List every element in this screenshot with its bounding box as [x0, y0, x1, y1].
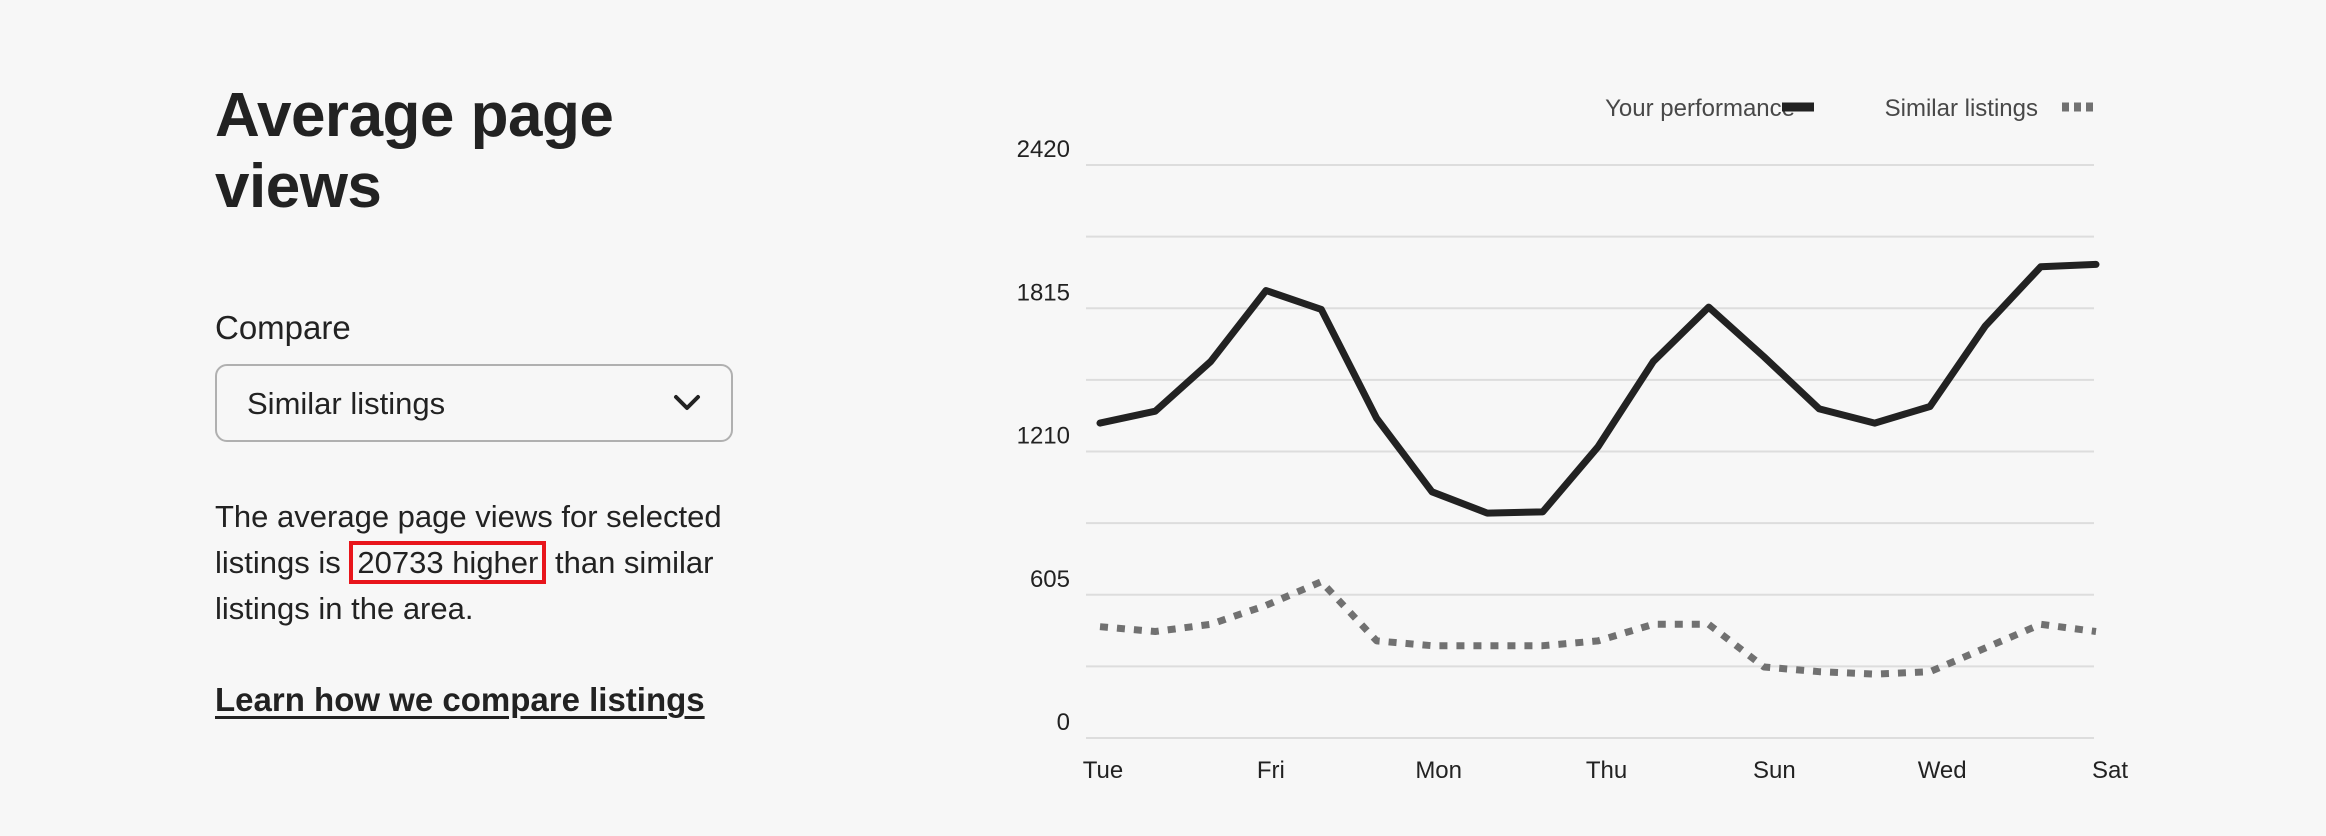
summary-highlight: 20733 higher	[349, 541, 547, 584]
x-tick-label: Thu	[1586, 757, 1627, 784]
summary-text: The average page views for selected list…	[215, 494, 735, 632]
series-line-your-performance	[1096, 260, 2100, 517]
legend-label: Similar listings	[1885, 95, 2038, 122]
x-tick-label: Fri	[1257, 757, 1285, 784]
chart-legend: Your performance Similar listings	[1605, 95, 2094, 122]
page-title: Average page views	[215, 81, 614, 221]
chevron-down-icon	[674, 395, 700, 410]
x-tick-label: Wed	[1918, 757, 1967, 784]
summary-after: than similar listings in the area.	[215, 545, 714, 626]
learn-compare-link[interactable]: Learn how we compare listings	[215, 681, 705, 718]
y-tick-label: 0	[1057, 709, 1070, 736]
x-tick-label: Tue	[1083, 757, 1123, 784]
y-tick-label: 1210	[1017, 423, 1070, 450]
x-axis-ticks: Tue Fri Mon Thu Sun Wed Sat	[1083, 757, 2129, 784]
summary-before: The average page views for selected list…	[215, 499, 722, 580]
x-tick-label: Sun	[1753, 757, 1796, 784]
grid-lines	[1086, 164, 2094, 739]
x-tick-label: Sat	[2092, 757, 2128, 784]
series-line-similar-listings	[1099, 578, 2097, 678]
series-lines	[1096, 260, 2100, 678]
y-tick-label: 1815	[1017, 279, 1070, 306]
y-tick-label: 605	[1030, 566, 1070, 593]
legend-label: Your performance	[1605, 95, 1795, 122]
title-block: Average page views	[215, 80, 775, 222]
y-axis-ticks: 0 605 1210 1815 2420	[1017, 136, 1070, 736]
y-tick-label: 2420	[1017, 136, 1070, 163]
compare-select[interactable]: Similar listings	[215, 364, 733, 442]
x-tick-label: Mon	[1415, 757, 1462, 784]
compare-label: Compare	[215, 309, 351, 346]
compare-select-value: Similar listings	[247, 386, 446, 421]
